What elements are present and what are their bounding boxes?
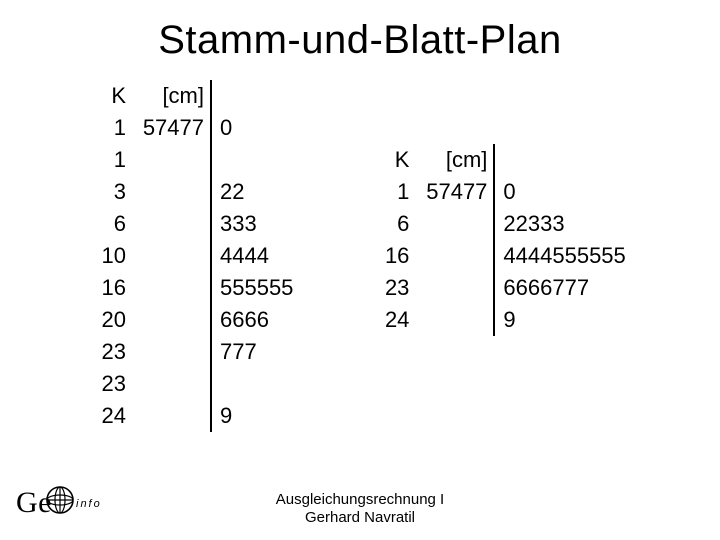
cell-k: 1 [375, 176, 415, 208]
table-header-row: K [cm] [375, 144, 631, 176]
cell-leaf: 6666777 [494, 272, 631, 304]
cell-pre [415, 304, 494, 336]
left-table-wrap: K [cm] 1574770 1 322 6333 104444 1655555… [92, 80, 299, 432]
cell-k: 16 [92, 272, 132, 304]
cell-leaf: 0 [494, 176, 631, 208]
table-area: K [cm] 1574770 1 322 6333 104444 1655555… [92, 80, 632, 432]
cell-pre [132, 368, 211, 400]
cell-leaf [211, 144, 299, 176]
cell-pre [415, 240, 494, 272]
cell-k: 20 [92, 304, 132, 336]
cell-leaf: 22333 [494, 208, 631, 240]
footer-line-2: Gerhard Navratil [305, 509, 415, 526]
cell-pre: 57477 [132, 112, 211, 144]
right-table-wrap: K [cm] 1574770 6 22333 16 4444555555 23 666… [375, 80, 631, 432]
table-row: 1 [92, 144, 299, 176]
cell-leaf: 333 [211, 208, 299, 240]
cell-leaf: 22 [211, 176, 299, 208]
geoinfo-logo: Ge info [16, 484, 146, 526]
cell-pre [132, 336, 211, 368]
cell-k: 24 [92, 400, 132, 432]
logo-suffix: info [76, 498, 102, 510]
col-header-unit: [cm] [415, 144, 494, 176]
table-row: 16 4444555555 [375, 240, 631, 272]
table-row: 3 22 [92, 176, 299, 208]
col-header-k: K [92, 80, 132, 112]
cell-pre [132, 240, 211, 272]
cell-leaf: 555555 [211, 272, 299, 304]
cell-pre [415, 272, 494, 304]
globe-icon [47, 487, 73, 513]
table-row: 23 [92, 368, 299, 400]
col-header-leaf [211, 80, 299, 112]
cell-pre [132, 304, 211, 336]
cell-leaf: 9 [211, 400, 299, 432]
cell-pre [132, 272, 211, 304]
cell-pre [132, 176, 211, 208]
cell-k: 16 [375, 240, 415, 272]
cell-pre [132, 208, 211, 240]
table-row: 6 22333 [375, 208, 631, 240]
table-row: 23 6666777 [375, 272, 631, 304]
cell-leaf: 6666 [211, 304, 299, 336]
cell-k: 6 [375, 208, 415, 240]
table-row: 1574770 [375, 176, 631, 208]
table-row: 20 6666 [92, 304, 299, 336]
cell-leaf [211, 368, 299, 400]
cell-leaf: 9 [494, 304, 631, 336]
table-row: 16 555555 [92, 272, 299, 304]
cell-k: 3 [92, 176, 132, 208]
cell-leaf: 777 [211, 336, 299, 368]
cell-k: 23 [92, 336, 132, 368]
cell-k: 23 [375, 272, 415, 304]
col-header-k: K [375, 144, 415, 176]
cell-k: 1 [92, 112, 132, 144]
table-row: 1574770 [92, 112, 299, 144]
geoinfo-logo-svg: Ge info [16, 484, 146, 526]
table-row: 24 9 [375, 304, 631, 336]
table-row: 23 777 [92, 336, 299, 368]
footer-line-1: Ausgleichungsrechnung I [276, 491, 444, 508]
cell-k: 10 [92, 240, 132, 272]
left-stem-leaf-table: K [cm] 1574770 1 322 6333 104444 1655555… [92, 80, 299, 432]
table-row: 24 9 [92, 400, 299, 432]
cell-leaf: 4444 [211, 240, 299, 272]
cell-pre [132, 144, 211, 176]
cell-pre [132, 400, 211, 432]
col-header-leaf [494, 144, 631, 176]
slide-title: Stamm-und-Blatt-Plan [0, 18, 720, 63]
table-row: 6 333 [92, 208, 299, 240]
cell-k: 23 [92, 368, 132, 400]
table-row: 10 4444 [92, 240, 299, 272]
cell-pre: 57477 [415, 176, 494, 208]
table-header-row: K [cm] [92, 80, 299, 112]
col-header-unit: [cm] [132, 80, 211, 112]
cell-k: 1 [92, 144, 132, 176]
cell-pre [415, 208, 494, 240]
cell-k: 6 [92, 208, 132, 240]
cell-k: 24 [375, 304, 415, 336]
cell-leaf: 0 [211, 112, 299, 144]
cell-leaf: 4444555555 [494, 240, 631, 272]
right-stem-leaf-table: K [cm] 1574770 6 22333 16 4444555555 23 666… [375, 144, 631, 336]
